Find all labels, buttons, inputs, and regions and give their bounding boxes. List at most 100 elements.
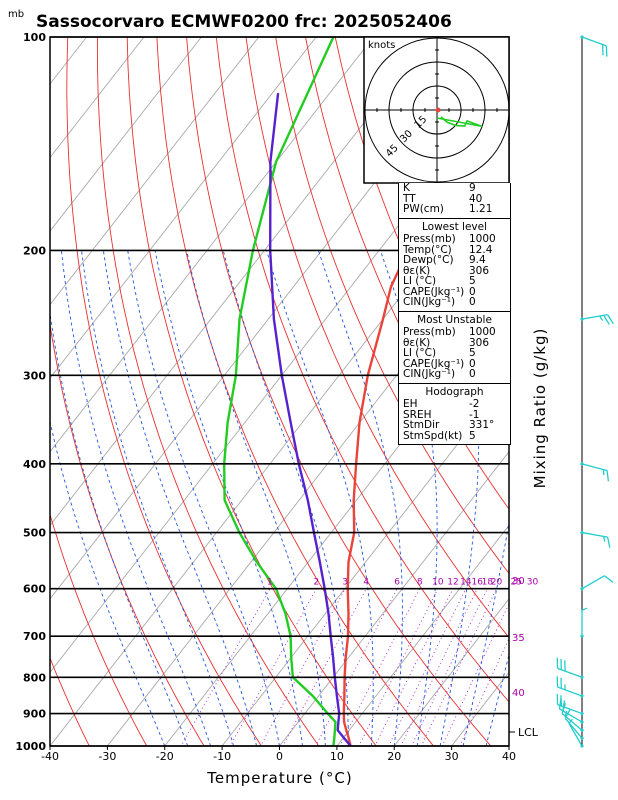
info-key: LI (°C) bbox=[403, 275, 437, 287]
wind-barb-base bbox=[580, 317, 584, 321]
wind-barb-flag bbox=[606, 470, 610, 482]
mixing-ratio-line bbox=[180, 588, 271, 746]
wind-barb-base bbox=[580, 736, 584, 740]
mixing-ratio-label: 10 bbox=[432, 578, 444, 588]
x-axis-label: Temperature (°C) bbox=[206, 769, 352, 787]
info-row: CIN(Jkg⁻¹) 0 bbox=[399, 369, 510, 380]
wind-barb-flag bbox=[556, 676, 559, 688]
wind-barb-base bbox=[580, 694, 584, 698]
dry-adiabat-line bbox=[245, 37, 509, 639]
mixing-ratio-line bbox=[358, 588, 439, 746]
mixing-ratio-label: 4 bbox=[363, 578, 369, 588]
info-value: 9.4 bbox=[469, 254, 486, 266]
theta-e-label: 30 bbox=[512, 576, 525, 587]
info-value: 306 bbox=[469, 336, 490, 349]
lcl-label: LCL bbox=[518, 726, 539, 739]
info-row: CIN(Jkg⁻¹) 0 bbox=[399, 297, 510, 308]
info-value: -2 bbox=[469, 398, 480, 410]
wind-barb-staff bbox=[581, 36, 607, 47]
indices-section: K 9 TT 40 PW(cm) 1.21 bbox=[399, 183, 510, 218]
temperature-tick-label: 10 bbox=[330, 750, 344, 763]
mixing-ratio-label: 20 bbox=[491, 578, 503, 588]
info-row: TT 40 bbox=[399, 192, 510, 205]
wind-barb-base bbox=[580, 462, 584, 466]
wind-barb-staff bbox=[557, 704, 583, 715]
chart-title: Sassocorvaro ECMWF0200 frc: 2025052406 bbox=[36, 12, 452, 32]
isotherm-line bbox=[278, 451, 509, 746]
info-value: 40 bbox=[469, 192, 483, 205]
wind-barb-staff bbox=[564, 717, 583, 739]
mixing-ratio-label: 25 bbox=[510, 578, 521, 588]
pressure-tick-label: 400 bbox=[23, 458, 46, 471]
info-value: 0 bbox=[469, 296, 476, 308]
wind-barb-base bbox=[580, 720, 584, 724]
info-key: θε(K) bbox=[403, 336, 431, 349]
temperature-tick-label: -10 bbox=[213, 750, 231, 763]
info-row: θε(K) 306 bbox=[399, 336, 510, 349]
pressure-tick-label: 200 bbox=[23, 244, 46, 257]
wind-barb bbox=[556, 657, 584, 679]
temperature-tick-label: -20 bbox=[156, 750, 174, 763]
wind-barb-half-flag bbox=[599, 315, 604, 321]
temperature-tick-label: 20 bbox=[387, 750, 401, 763]
wind-barb-base bbox=[580, 675, 584, 679]
wind-barb-flag bbox=[604, 575, 614, 583]
info-key: K bbox=[403, 182, 410, 194]
mixing-ratio-label: 2 bbox=[314, 578, 320, 588]
pressure-tick-label: 600 bbox=[23, 583, 46, 596]
info-value: 0 bbox=[469, 368, 476, 380]
mixing-ratio-label: 6 bbox=[394, 578, 400, 588]
mixing-ratio-label: 3 bbox=[342, 578, 348, 588]
wind-barb-half-flag bbox=[564, 710, 568, 717]
wind-barb bbox=[580, 575, 614, 591]
most-unstable-header: Most Unstable bbox=[399, 310, 510, 328]
isotherm-line bbox=[50, 37, 260, 306]
info-value: 1000 bbox=[469, 326, 496, 338]
info-value: 331° bbox=[469, 419, 495, 431]
hodograph-indices-section: EH -2 SREH -1 StmDir 331° StmSpd(kt) 5 bbox=[399, 399, 510, 444]
wind-barb-flag bbox=[556, 693, 559, 705]
wind-barb-base bbox=[580, 634, 584, 638]
info-key: Dewp(°C) bbox=[403, 254, 454, 266]
mixing-ratio-label: 30 bbox=[527, 578, 539, 588]
wind-barb-flag bbox=[562, 700, 566, 712]
wind-barb bbox=[556, 693, 584, 716]
info-row: SREH -1 bbox=[399, 408, 510, 421]
info-value: 1.21 bbox=[469, 203, 493, 215]
wind-barb-half-flag bbox=[603, 536, 606, 542]
info-value: 0 bbox=[469, 357, 476, 370]
hodograph-unit-label: knots bbox=[368, 40, 395, 51]
wind-barb-base bbox=[580, 35, 584, 39]
dry-adiabat-line bbox=[215, 37, 509, 703]
dry-adiabat-line bbox=[50, 656, 90, 746]
wind-barb-staff bbox=[557, 686, 583, 697]
info-value: 0 bbox=[469, 285, 476, 298]
mixing-ratio-label: 16 bbox=[471, 578, 483, 588]
theta-e-label: 35 bbox=[512, 633, 525, 644]
dry-adiabat-line bbox=[156, 37, 435, 746]
mixing-ratio-label: 1 bbox=[267, 578, 273, 588]
pressure-tick-label: 800 bbox=[23, 671, 46, 684]
wind-barb-flag bbox=[607, 314, 614, 325]
info-key: CAPE(Jkg⁻¹) bbox=[403, 357, 465, 370]
wind-barb-staff bbox=[559, 708, 583, 723]
wind-barb-base bbox=[580, 744, 584, 748]
pressure-tick-label: 100 bbox=[23, 31, 46, 44]
info-row: CAPE(Jkg⁻¹) 0 bbox=[399, 357, 510, 370]
y-axis-label: Mixing Ratio (g/kg) bbox=[531, 328, 549, 489]
wind-barb-staff bbox=[581, 463, 608, 472]
info-key: TT bbox=[403, 192, 416, 205]
info-key: CIN(Jkg⁻¹) bbox=[403, 368, 456, 380]
info-key: PW(cm) bbox=[403, 203, 444, 215]
info-key: StmDir bbox=[403, 419, 440, 431]
info-row: LI (°C) 5 bbox=[399, 348, 510, 359]
parcel-path-line bbox=[268, 92, 352, 746]
wind-barb-staff bbox=[581, 575, 605, 590]
info-value: -1 bbox=[469, 408, 480, 421]
info-row: Press(mb) 1000 bbox=[399, 234, 510, 245]
info-row: θε(K) 306 bbox=[399, 265, 510, 277]
wind-barb-base bbox=[580, 728, 584, 732]
